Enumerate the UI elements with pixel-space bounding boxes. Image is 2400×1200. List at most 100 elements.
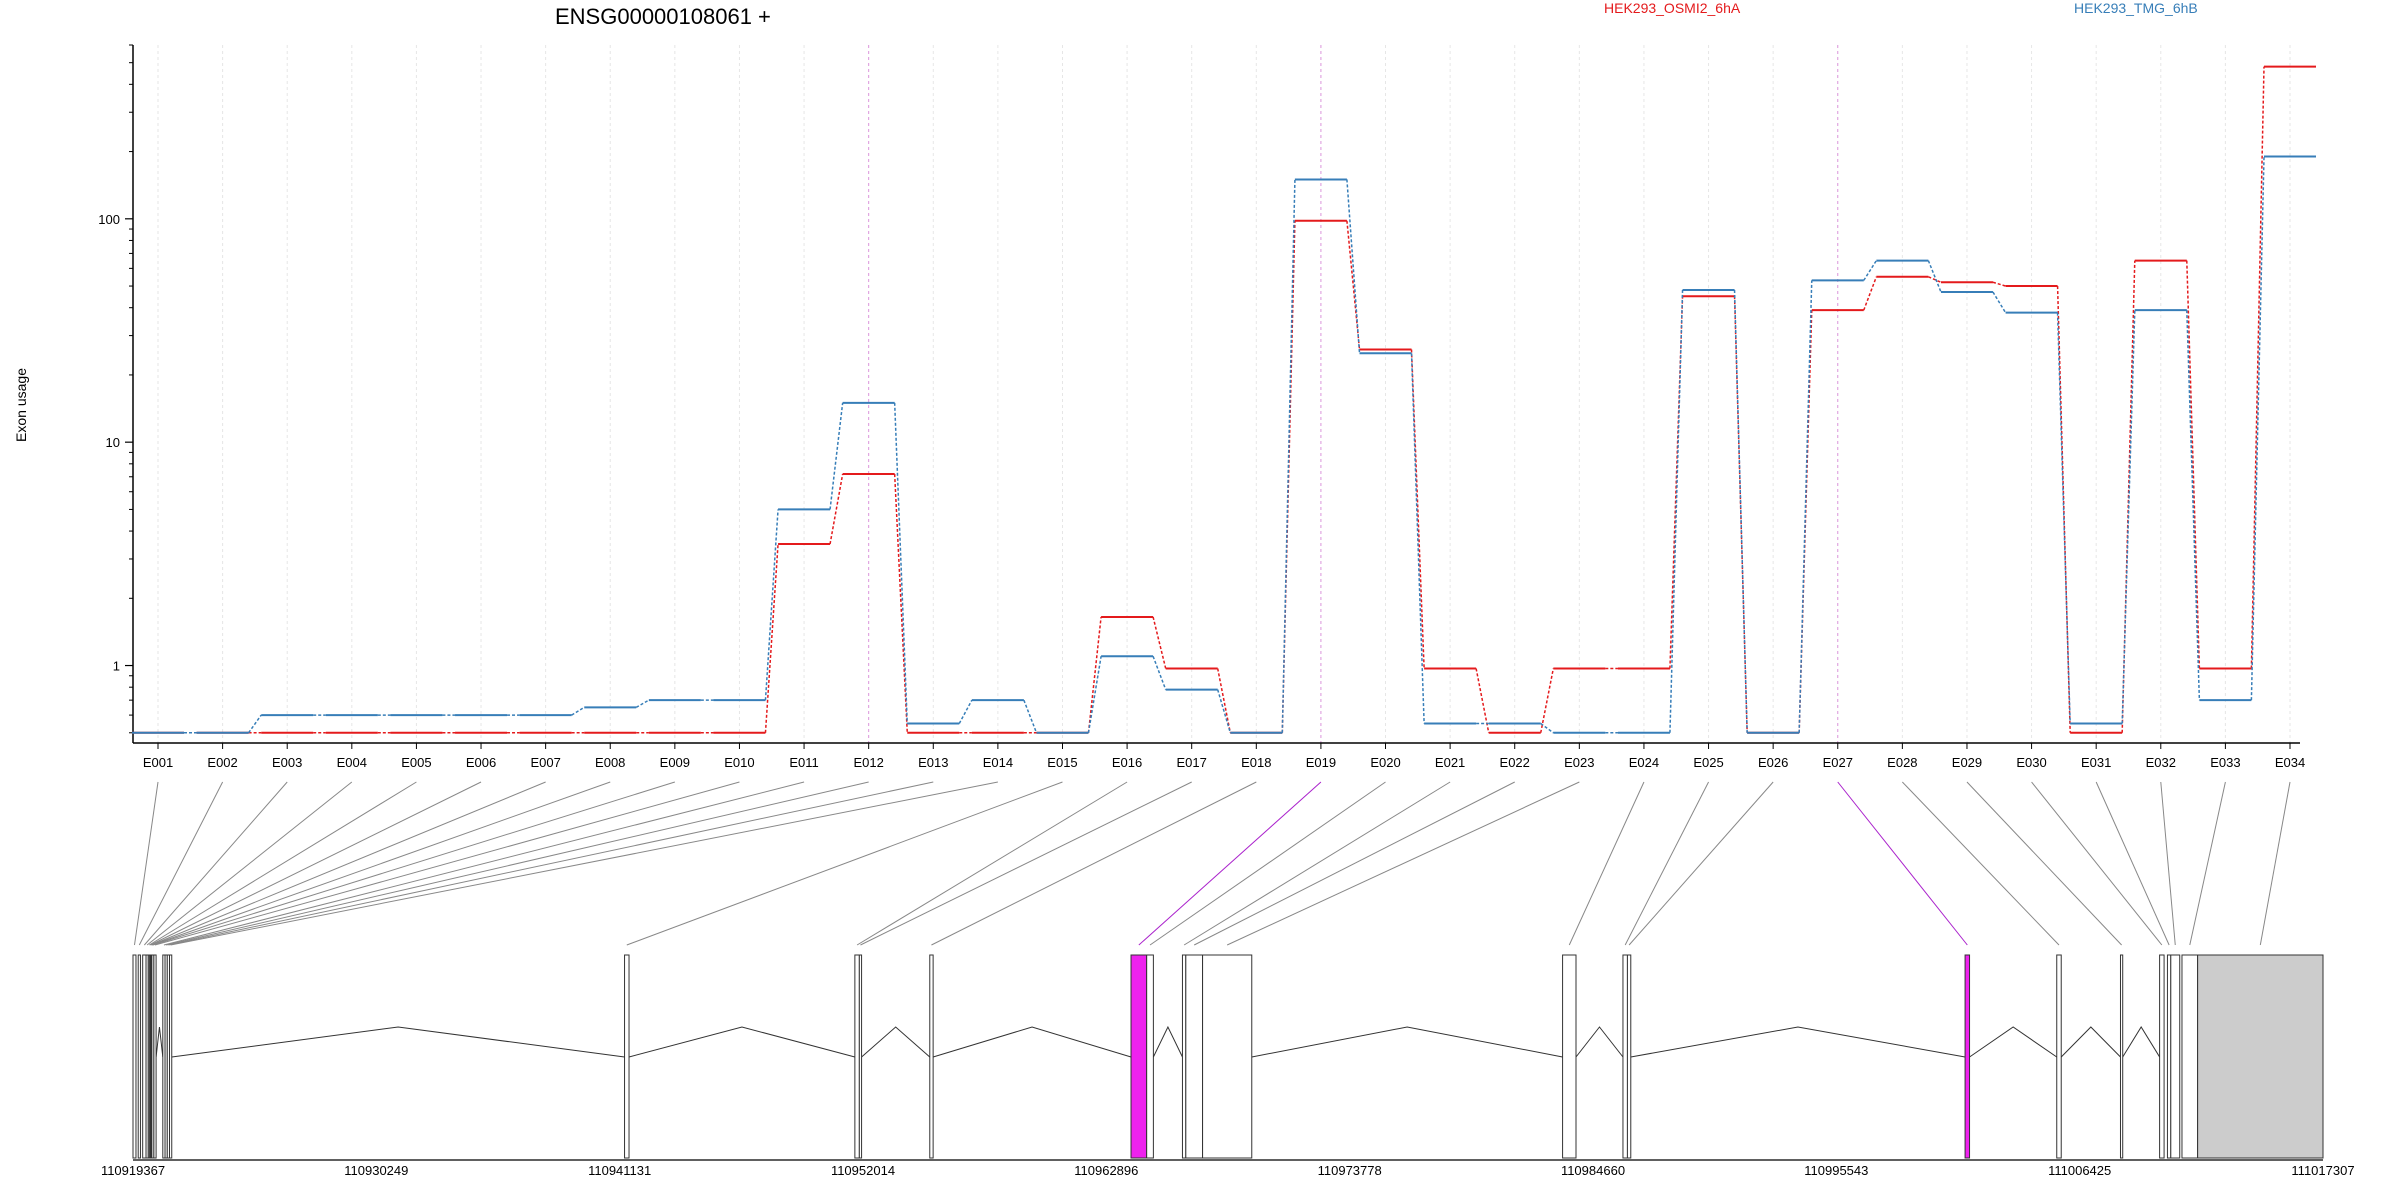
x-tick-label-e018: E018 [1241, 755, 1271, 770]
connector-e030 [2031, 781, 2163, 946]
exon-box-e029 [2119, 954, 2124, 1159]
exon-box-e020 [1146, 954, 1154, 1159]
x-tick-label-e028: E028 [1887, 755, 1917, 770]
series-1-connector [1863, 276, 1878, 311]
exon-box-e034 [2197, 954, 2324, 1159]
x-tick-label-e005: E005 [401, 755, 431, 770]
series-2-connector [1152, 656, 1167, 690]
connector-e005 [149, 781, 417, 946]
x-tick-label-e032: E032 [2146, 755, 2176, 770]
x-tick-label-e031: E031 [2081, 755, 2111, 770]
series-2-connector [1410, 353, 1425, 724]
series-1-connector [1733, 296, 1748, 733]
series-2-connector [958, 699, 973, 724]
intron [2060, 1026, 2121, 1058]
series-2-connector [635, 699, 650, 708]
connector-e020 [1149, 781, 1386, 946]
connector-e029 [1966, 781, 2122, 946]
series-2-connector [1281, 179, 1296, 733]
x-tick-label-e006: E006 [466, 755, 496, 770]
series-1-connector [764, 543, 779, 733]
x-tick-label-e027: E027 [1823, 755, 1853, 770]
exon-box-e017 [858, 954, 863, 1159]
series-2-connector [2056, 312, 2071, 724]
x-tick-label-e017: E017 [1177, 755, 1207, 770]
exon-box-e021 [1181, 954, 1187, 1159]
x-tick-label-e020: E020 [1370, 755, 1400, 770]
x-tick-label-e008: E008 [595, 755, 625, 770]
chart-title: ENSG00000108061 + [555, 4, 771, 29]
exon-box-e033 [2181, 954, 2199, 1159]
x-tick-label-e011: E011 [789, 755, 818, 770]
x-tick-label-e010: E010 [724, 755, 754, 770]
connector-e018 [931, 781, 1257, 946]
gene-model [132, 954, 2324, 1159]
x-tick-label-e021: E021 [1435, 755, 1465, 770]
x-tick-label-e033: E033 [2210, 755, 2240, 770]
intron [2122, 1026, 2161, 1058]
exon-box-e019 [1130, 954, 1148, 1159]
exon-box-e018 [929, 954, 934, 1159]
coordinate-tick-label: 110995543 [1804, 1163, 1868, 1178]
exon-box-e014 [169, 954, 173, 1159]
x-tick-label-e016: E016 [1112, 755, 1142, 770]
x-tick-label-e023: E023 [1564, 755, 1594, 770]
y-axis-label: Exon usage [13, 368, 29, 442]
series-2-connector [1992, 291, 2007, 314]
series-2-connector [893, 402, 909, 724]
intron [628, 1026, 855, 1058]
series-2-connector [2121, 310, 2136, 724]
series-2 [132, 155, 2316, 734]
connector-e011 [163, 781, 805, 946]
connector-e009 [152, 781, 675, 946]
coordinate-tick-label: 110919367 [101, 1163, 165, 1178]
series-1-connector [1216, 668, 1232, 733]
series-1-connector [1475, 668, 1490, 733]
x-tick-label-e013: E013 [918, 755, 948, 770]
series-2-connector [1863, 260, 1877, 281]
coordinate-tick-label: 110984660 [1561, 1163, 1625, 1178]
exon-box-e032 [2170, 954, 2181, 1159]
y-axis: 1 10 100 [98, 44, 134, 743]
series-1-connector [1346, 220, 1361, 350]
series-2-connector [764, 509, 779, 701]
x-tick-label-e029: E029 [1952, 755, 1982, 770]
x-tick-label-e026: E026 [1758, 755, 1788, 770]
series-2-connector [571, 706, 585, 716]
coordinate-tick-label: 110941131 [588, 1163, 651, 1178]
connector-e022 [1193, 781, 1515, 946]
connector-e013 [168, 781, 934, 946]
coordinate-tick-label: 111017307 [2291, 1163, 2354, 1178]
connector-e026 [1628, 781, 1774, 946]
series-1-connector [1410, 349, 1425, 669]
connector-e014 [170, 781, 998, 946]
connector-e033 [2189, 781, 2226, 946]
connector-e024 [1568, 781, 1645, 946]
intron [932, 1026, 1132, 1058]
coordinate-tick-label: 110952014 [831, 1163, 895, 1178]
series-1-connector [2250, 66, 2265, 669]
series-lines [132, 65, 2316, 734]
series-1-connector [1669, 296, 1684, 669]
intron [861, 1026, 931, 1058]
coordinate-tick-label: 110962896 [1074, 1163, 1138, 1178]
series-1-connector [2186, 260, 2201, 669]
intron [1152, 1025, 1183, 1058]
x-tick-label-e022: E022 [1500, 755, 1530, 770]
series-2-connector [829, 402, 844, 510]
connector-e004 [146, 781, 353, 946]
series-2-connector [1216, 689, 1232, 733]
connector-e025 [1624, 781, 1709, 946]
connector-e010 [154, 781, 740, 946]
highlight-guides [868, 45, 1839, 743]
series-1-connector [1087, 616, 1102, 733]
connector-e001 [133, 781, 159, 946]
connector-e019 [1138, 781, 1322, 946]
connector-e031 [2095, 781, 2170, 946]
x-axis: E001 E002 E003 E004 E005 E006 E007 E008 E009 E010… [133, 742, 2305, 770]
x-tick-label-e019: E019 [1306, 755, 1336, 770]
legend-entry-series-1: HEK293_OSMI2_6hA [1604, 0, 1741, 16]
exon-box-e024 [1562, 954, 1577, 1159]
exon-connectors [133, 781, 2291, 946]
connector-e016 [856, 781, 1128, 946]
